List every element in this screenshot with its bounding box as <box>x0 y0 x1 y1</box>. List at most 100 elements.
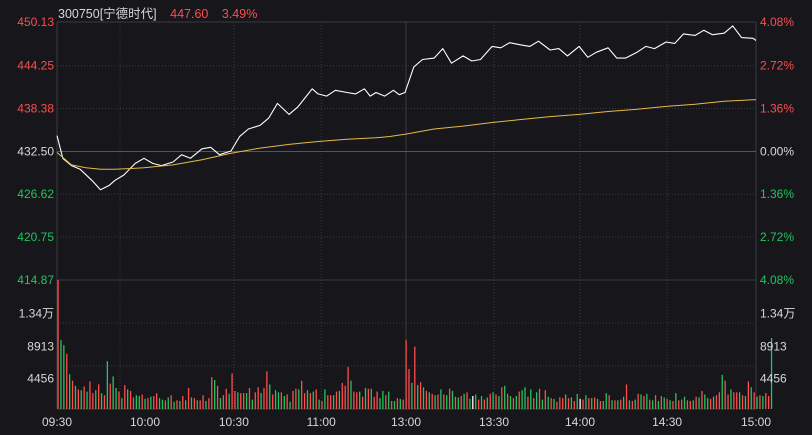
volume-bar <box>428 392 430 409</box>
volume-bar <box>486 397 488 409</box>
volume-bar <box>356 392 358 409</box>
volume-bar <box>373 396 375 409</box>
volume-bar <box>138 396 140 409</box>
volume-bar <box>359 391 361 409</box>
volume-bar <box>599 401 602 409</box>
volume-bar <box>315 389 317 409</box>
volume-bar <box>150 396 152 409</box>
volume-bar <box>245 393 248 409</box>
time-tick-label: 11:00 <box>307 415 336 429</box>
volume-bar <box>106 361 109 409</box>
volume-bar <box>483 399 486 409</box>
volume-bar <box>187 388 190 409</box>
volume-bar <box>161 399 164 409</box>
pct-tick-label: 4.08% <box>760 273 794 287</box>
volume-bar <box>443 394 445 409</box>
volume-bar <box>451 390 454 409</box>
volume-bar <box>425 390 428 409</box>
volume-bar <box>196 400 198 409</box>
volume-bar <box>95 390 97 409</box>
volume-bar <box>170 395 172 409</box>
volume-bar <box>312 391 314 409</box>
volume-bar <box>495 394 497 409</box>
volume-bar <box>364 388 367 409</box>
volume-bar <box>446 395 448 409</box>
volume-bar <box>721 374 723 409</box>
volume-bar <box>309 393 312 409</box>
volume-bar <box>747 381 749 409</box>
volume-bar <box>515 396 517 409</box>
volume-bar <box>602 401 604 409</box>
volume-bar <box>237 392 239 409</box>
volume-bar <box>344 385 346 409</box>
volume-bar <box>538 388 541 409</box>
volume-bar <box>414 346 416 409</box>
volume-bar <box>646 393 648 409</box>
volume-bar <box>214 380 216 409</box>
volume-bar <box>521 390 523 409</box>
price-tick-label: 444.25 <box>17 59 54 73</box>
volume-bar <box>770 338 773 409</box>
volume-bar <box>248 388 251 409</box>
pct-tick-label: 1.36% <box>760 187 794 201</box>
volume-bar <box>388 391 390 409</box>
volume-bar <box>100 393 103 409</box>
volume-bar <box>765 393 767 409</box>
volume-bar <box>298 389 300 409</box>
volume-bar <box>608 395 610 409</box>
volume-bar <box>112 376 114 409</box>
volume-bar <box>332 395 335 409</box>
volume-bar <box>695 396 697 409</box>
time-tick-label: 13:30 <box>479 415 509 429</box>
time-tick-label: 10:00 <box>130 415 160 429</box>
volume-bar <box>228 393 230 409</box>
volume-bar <box>402 399 404 409</box>
volume-bar <box>605 393 607 409</box>
volume-bar <box>89 381 91 409</box>
volume-bar <box>292 390 294 409</box>
volume-bar <box>741 395 744 409</box>
price-line <box>56 25 757 191</box>
volume-bar <box>222 395 225 409</box>
current-price: 447.60 <box>170 7 209 21</box>
volume-bar <box>124 385 126 409</box>
volume-bar <box>225 388 227 409</box>
volume-bar <box>385 395 387 409</box>
volume-bar <box>643 396 645 409</box>
volume-bar <box>678 400 680 409</box>
volume-bar <box>118 391 120 409</box>
volume-bar <box>324 389 326 409</box>
volume-bar <box>376 391 378 409</box>
volume-bar <box>147 398 149 409</box>
volume-bar <box>651 400 654 409</box>
volume-bar <box>234 390 236 409</box>
volume-bar <box>535 392 538 409</box>
volume-bar <box>579 398 581 409</box>
volume-bar <box>199 400 201 409</box>
volume-bar <box>350 380 352 409</box>
volume-bar <box>132 397 135 409</box>
volume-bar <box>405 340 407 409</box>
volume-bar <box>330 395 332 409</box>
volume-bar <box>724 380 726 409</box>
volume-tick-label-left: 4456 <box>27 372 54 386</box>
volume-bar <box>208 398 210 409</box>
volume-bar <box>660 396 662 409</box>
volume-bar <box>295 388 297 409</box>
time-tick-label: 15:00 <box>741 415 771 429</box>
volume-bar <box>231 373 233 409</box>
volume-bar <box>698 397 700 409</box>
volume-bar <box>614 400 616 409</box>
volume-bar <box>553 398 555 409</box>
volume-bar <box>477 399 480 409</box>
volume-bar <box>666 398 668 409</box>
volume-bar <box>492 392 494 409</box>
volume-bar <box>63 345 65 409</box>
volume-tick-label-right: 1.34万 <box>760 307 795 321</box>
volume-tick-label-left: 1.34万 <box>19 307 54 321</box>
stock-code-name: 300750[宁德时代] <box>58 7 157 21</box>
volume-bar <box>419 382 422 409</box>
volume-bar <box>588 398 590 409</box>
time-tick-label: 10:30 <box>219 415 249 429</box>
volume-bar <box>489 393 491 409</box>
